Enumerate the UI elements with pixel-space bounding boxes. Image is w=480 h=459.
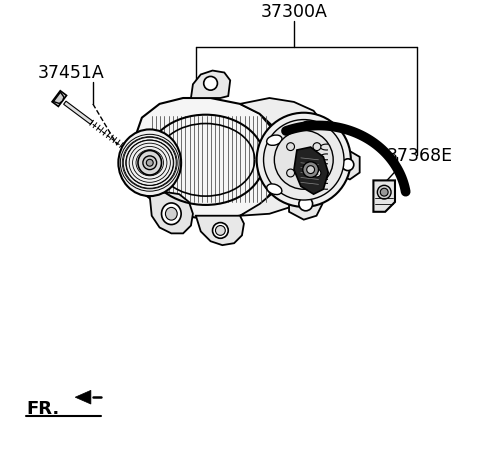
Polygon shape [191,72,230,99]
Circle shape [213,223,228,239]
Ellipse shape [257,113,351,207]
Text: 37368E: 37368E [387,146,453,164]
Ellipse shape [119,130,181,196]
Polygon shape [53,93,64,104]
Circle shape [313,170,321,178]
Circle shape [380,189,388,196]
Circle shape [216,226,225,236]
Text: 37451A: 37451A [38,64,105,82]
Text: FR.: FR. [26,399,60,417]
Polygon shape [294,148,328,195]
Circle shape [303,162,318,178]
Polygon shape [127,149,132,154]
Ellipse shape [162,203,181,225]
Circle shape [342,159,354,171]
Polygon shape [373,181,395,213]
Polygon shape [132,99,277,220]
Polygon shape [289,187,323,220]
Text: 37300A: 37300A [261,3,327,21]
Polygon shape [196,216,244,246]
Ellipse shape [146,160,153,167]
Ellipse shape [302,122,315,131]
Polygon shape [240,99,330,216]
Ellipse shape [166,208,177,221]
Circle shape [299,198,312,211]
Circle shape [313,143,321,151]
Ellipse shape [138,151,162,176]
Polygon shape [150,193,193,234]
Polygon shape [336,151,360,180]
Circle shape [287,143,295,151]
Ellipse shape [143,157,156,170]
Circle shape [307,166,314,174]
Circle shape [287,170,295,178]
Polygon shape [75,391,91,404]
Polygon shape [52,91,67,107]
Circle shape [377,186,391,200]
Ellipse shape [264,120,344,201]
Ellipse shape [275,131,333,190]
Polygon shape [64,102,93,125]
Ellipse shape [267,136,282,146]
Circle shape [204,77,217,91]
Ellipse shape [267,185,282,195]
